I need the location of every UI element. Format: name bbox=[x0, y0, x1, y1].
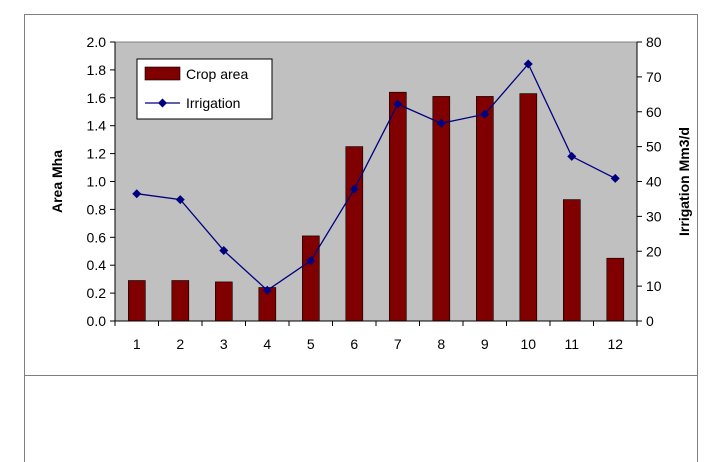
y2-tick-label: 60 bbox=[646, 104, 662, 120]
bar-crop-area-11 bbox=[562, 199, 581, 322]
y-tick-label: 1.4 bbox=[87, 118, 107, 134]
bar-crop-area-10 bbox=[519, 93, 538, 322]
y2-tick-label: 40 bbox=[646, 174, 662, 190]
y-tick-label: 1.0 bbox=[87, 174, 107, 190]
bar-crop-area-12 bbox=[606, 257, 625, 322]
bar-crop-area-9 bbox=[475, 96, 494, 322]
bar-crop-area-5 bbox=[301, 235, 320, 322]
y2-tick-label: 20 bbox=[646, 243, 662, 259]
y-tick-label: 0.8 bbox=[87, 201, 107, 217]
point-irrigation-9 bbox=[480, 109, 490, 119]
x-tick-label-12: 12 bbox=[607, 336, 623, 352]
y2-tick-label: 50 bbox=[646, 139, 662, 155]
x-tick-label-4: 4 bbox=[263, 336, 271, 352]
legend-swatch-crop-area bbox=[144, 66, 181, 81]
x-tick-label-5: 5 bbox=[307, 336, 315, 352]
point-irrigation-10 bbox=[523, 59, 533, 69]
legend-label-crop-area: Crop area bbox=[186, 66, 248, 82]
point-irrigation-12 bbox=[610, 173, 620, 183]
x-tick-label-6: 6 bbox=[350, 336, 358, 352]
y-axis-title: Area Mha bbox=[49, 150, 65, 213]
bar-crop-area-7 bbox=[388, 91, 407, 322]
y2-axis-title: Irrigation Mm3/d bbox=[676, 127, 692, 236]
y2-tick-label: 30 bbox=[646, 208, 662, 224]
y-tick-label: 0.4 bbox=[87, 257, 107, 273]
bar-crop-area-1 bbox=[128, 280, 146, 322]
point-irrigation-5 bbox=[306, 256, 316, 266]
point-irrigation-4 bbox=[262, 285, 272, 295]
point-irrigation-3 bbox=[219, 246, 229, 256]
x-tick-label-8: 8 bbox=[437, 336, 445, 352]
line-irrigation bbox=[136, 62, 616, 292]
y2-tick-label: 80 bbox=[646, 34, 662, 50]
y2-tick-label: 70 bbox=[646, 69, 662, 85]
y2-tick-label: 10 bbox=[646, 278, 662, 294]
legend-label-irrigation: Irrigation bbox=[186, 95, 240, 111]
y-tick-label: 0.6 bbox=[87, 229, 107, 245]
x-tick-label-10: 10 bbox=[520, 336, 536, 352]
x-tick-label-2: 2 bbox=[176, 336, 184, 352]
y-tick-label: 1.8 bbox=[87, 62, 107, 78]
y-tick-label: 1.2 bbox=[87, 146, 107, 162]
point-irrigation-7 bbox=[393, 99, 403, 109]
x-tick-label-3: 3 bbox=[220, 336, 228, 352]
legend-marker-irrigation bbox=[158, 98, 167, 108]
point-irrigation-2 bbox=[175, 195, 185, 205]
point-irrigation-6 bbox=[349, 184, 359, 194]
bar-crop-area-2 bbox=[171, 280, 190, 322]
y-tick-label: 0.2 bbox=[87, 285, 107, 301]
x-tick-label-1: 1 bbox=[133, 336, 141, 352]
empty-panel bbox=[24, 376, 698, 462]
point-irrigation-8 bbox=[436, 118, 446, 128]
x-tick-label-7: 7 bbox=[394, 336, 402, 352]
y-tick-label: 0.0 bbox=[87, 313, 107, 329]
bar-crop-area-3 bbox=[215, 281, 233, 322]
y-tick-label: 1.6 bbox=[87, 90, 107, 106]
x-tick-label-11: 11 bbox=[564, 336, 579, 352]
bar-crop-area-8 bbox=[432, 96, 451, 322]
y2-tick-label: 0 bbox=[646, 313, 654, 329]
x-tick-label-9: 9 bbox=[481, 336, 489, 352]
point-irrigation-11 bbox=[567, 151, 577, 161]
y-tick-label: 2.0 bbox=[87, 34, 107, 50]
point-irrigation-1 bbox=[132, 189, 142, 199]
bar-crop-area-6 bbox=[345, 146, 364, 322]
